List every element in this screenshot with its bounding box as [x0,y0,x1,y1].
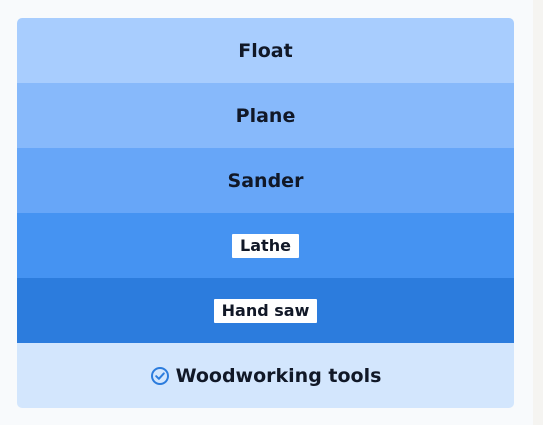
list-item-hand-saw[interactable]: Hand saw [17,278,514,343]
list-item-plane[interactable]: Plane [17,83,514,148]
list-item-label: Sander [227,169,304,192]
list-item-label: Lathe [232,233,299,258]
list-item-label: Plane [235,104,296,127]
check-circle-icon [150,366,170,386]
list-item-label: Hand saw [213,298,318,323]
list-item-sander[interactable]: Sander [17,148,514,213]
category-label: Woodworking tools [175,364,382,387]
list-item-float[interactable]: Float [17,18,514,83]
category-footer: Woodworking tools [17,343,514,408]
list-item-label: Float [238,39,293,62]
list-item-lathe[interactable]: Lathe [17,213,514,278]
tool-list-card: Float Plane Sander Lathe Hand saw Woodwo… [17,18,514,408]
right-edge-strip [533,0,543,425]
